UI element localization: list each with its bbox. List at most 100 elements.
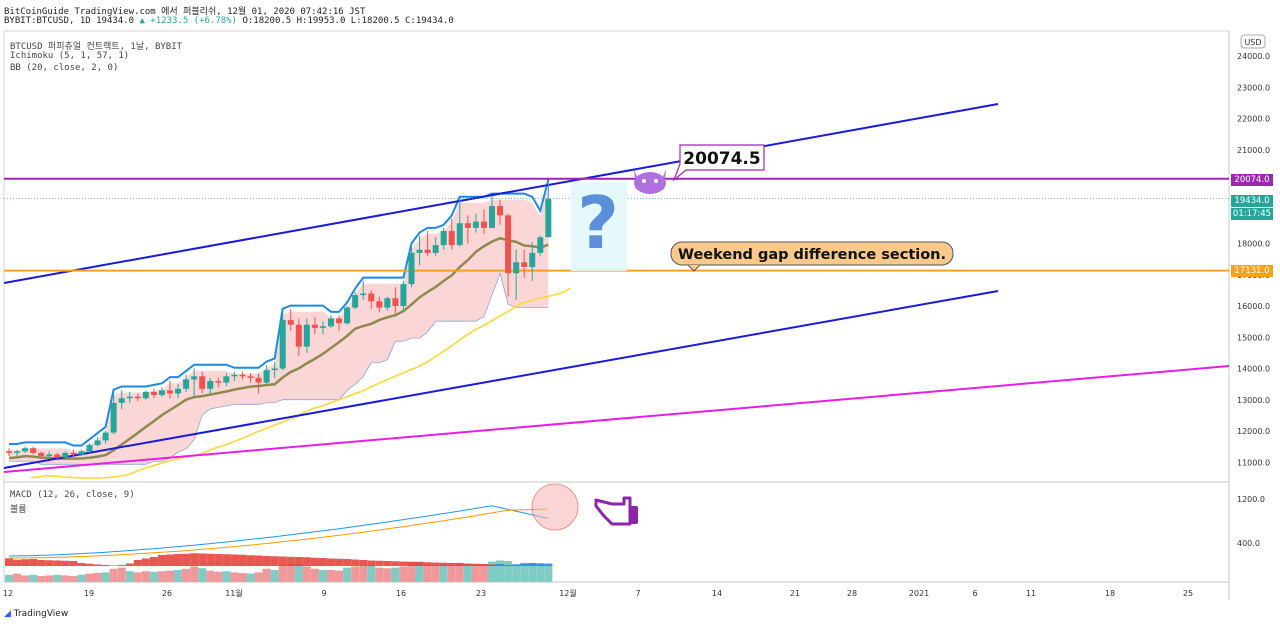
x-tick-label: 6 — [972, 589, 977, 598]
macd-histogram-bar — [504, 565, 513, 566]
x-tick-label: 16 — [396, 589, 406, 598]
macd-tick-label: 400.0 — [1237, 539, 1260, 548]
candle-body — [497, 206, 504, 216]
candle-body — [6, 451, 12, 453]
candle-body — [30, 448, 37, 453]
volume-bar — [327, 570, 335, 582]
volume-bar — [182, 568, 191, 582]
volume-bar — [399, 566, 408, 582]
macd-histogram-bar — [93, 564, 102, 566]
macd-histogram-bar — [198, 553, 207, 566]
macd-histogram-bar — [238, 554, 247, 566]
chart-frame — [3, 30, 1230, 583]
macd-histogram-bar — [109, 565, 118, 566]
candle-body — [448, 231, 455, 246]
volume-bar — [335, 570, 344, 582]
candle-body — [513, 262, 520, 274]
volume-bar — [174, 570, 183, 582]
y-tick-label: 15000.0 — [1237, 333, 1270, 342]
volume-bar — [141, 571, 150, 582]
volume-bar — [310, 568, 319, 582]
macd-histogram-bar — [391, 561, 400, 566]
x-tick-label: 14 — [712, 589, 722, 598]
volume-bar — [198, 568, 207, 582]
tradingview-logo[interactable]: ◢ TradingView — [4, 609, 68, 619]
macd-histogram-bar — [125, 563, 134, 566]
macd-histogram-bar — [463, 563, 472, 566]
pointing-hand-icon — [594, 496, 638, 526]
macd-histogram-bar — [351, 559, 360, 566]
volume-bar — [479, 564, 488, 582]
macd-histogram-bar — [375, 560, 384, 566]
candlesticks — [6, 182, 552, 460]
volume-bar — [447, 565, 456, 582]
macd-histogram-bar — [21, 559, 30, 566]
y-tick-label: 14000.0 — [1237, 365, 1270, 374]
question-mark: ? — [577, 181, 619, 265]
y-tick-label: 24000.0 — [1237, 52, 1270, 61]
volume-bar — [13, 573, 22, 582]
volume-bar — [190, 566, 199, 582]
x-tick-label: 25 — [1183, 589, 1193, 598]
currency-label: USD — [1244, 38, 1261, 47]
macd-highlight-circle — [531, 483, 579, 531]
candle-body — [489, 206, 495, 228]
volume-bar — [246, 573, 255, 582]
candle-body — [480, 221, 487, 228]
candle-body — [432, 245, 439, 253]
volume-bar — [375, 567, 384, 582]
currency-button[interactable] — [1240, 34, 1266, 49]
volume-bar — [262, 568, 271, 582]
macd-histogram-bar — [262, 556, 271, 566]
macd-histogram-bar — [37, 560, 46, 566]
volume-bar — [5, 574, 13, 582]
cat-emoji-icon — [634, 169, 666, 194]
candle-body — [416, 249, 423, 253]
candle-body — [440, 231, 447, 246]
macd-histogram-bar — [77, 563, 86, 566]
legend-macd-sub: 볼륨 — [10, 505, 27, 515]
macd-histogram-bar — [85, 563, 94, 566]
x-tick-label: 9 — [321, 589, 326, 598]
volume-bar — [383, 568, 392, 582]
price-tag-last: 19434.0 — [1231, 195, 1273, 207]
candle-body — [126, 396, 133, 399]
x-tick-label: 23 — [476, 589, 486, 598]
candle-body — [271, 368, 278, 371]
candle-body — [78, 451, 85, 455]
macd-histogram-bar — [246, 555, 255, 566]
callout-gap-text: Weekend gap difference section. — [678, 247, 946, 263]
volume-bar — [431, 565, 440, 582]
price-tag-gap: 17131.0 — [1231, 265, 1273, 277]
volume-bar — [254, 572, 263, 582]
candle-body — [247, 376, 254, 378]
macd-histogram-bar — [536, 563, 545, 566]
candle-body — [191, 376, 198, 380]
volume-bar — [536, 564, 545, 582]
candle-body — [142, 391, 149, 399]
macd-histogram-bar — [512, 564, 521, 566]
volume-bar — [230, 572, 239, 582]
macd-histogram-bar — [455, 563, 464, 566]
macd-histogram-bar — [423, 562, 432, 566]
x-tick-label: 12월 — [559, 588, 577, 598]
price-change: ▲ +1233.5 (+6.78%) — [139, 16, 238, 26]
macd-histogram-bar — [53, 560, 62, 566]
macd-histogram-bar — [222, 554, 231, 566]
candle-body — [408, 252, 415, 285]
volume-bar — [117, 567, 126, 582]
volume-bar — [53, 574, 62, 582]
candle-body — [14, 451, 21, 453]
time-axis-ticks: 12 19 26 11월 9 16 23 12월 7 14 21 28 2021 6 11 18 25 — [3, 588, 1193, 598]
volume-bar — [415, 561, 424, 582]
macd-histogram-bar — [496, 564, 505, 566]
macd-histogram-bar — [278, 556, 287, 566]
bb-basis-line — [8, 236, 549, 460]
macd-line — [8, 505, 549, 557]
volume-bar — [359, 565, 368, 582]
volume-bar — [222, 571, 231, 582]
macd-pane: 1200.0 400.0 — [5, 495, 1265, 582]
macd-histogram-bar — [383, 561, 392, 566]
candle-body — [303, 324, 310, 347]
